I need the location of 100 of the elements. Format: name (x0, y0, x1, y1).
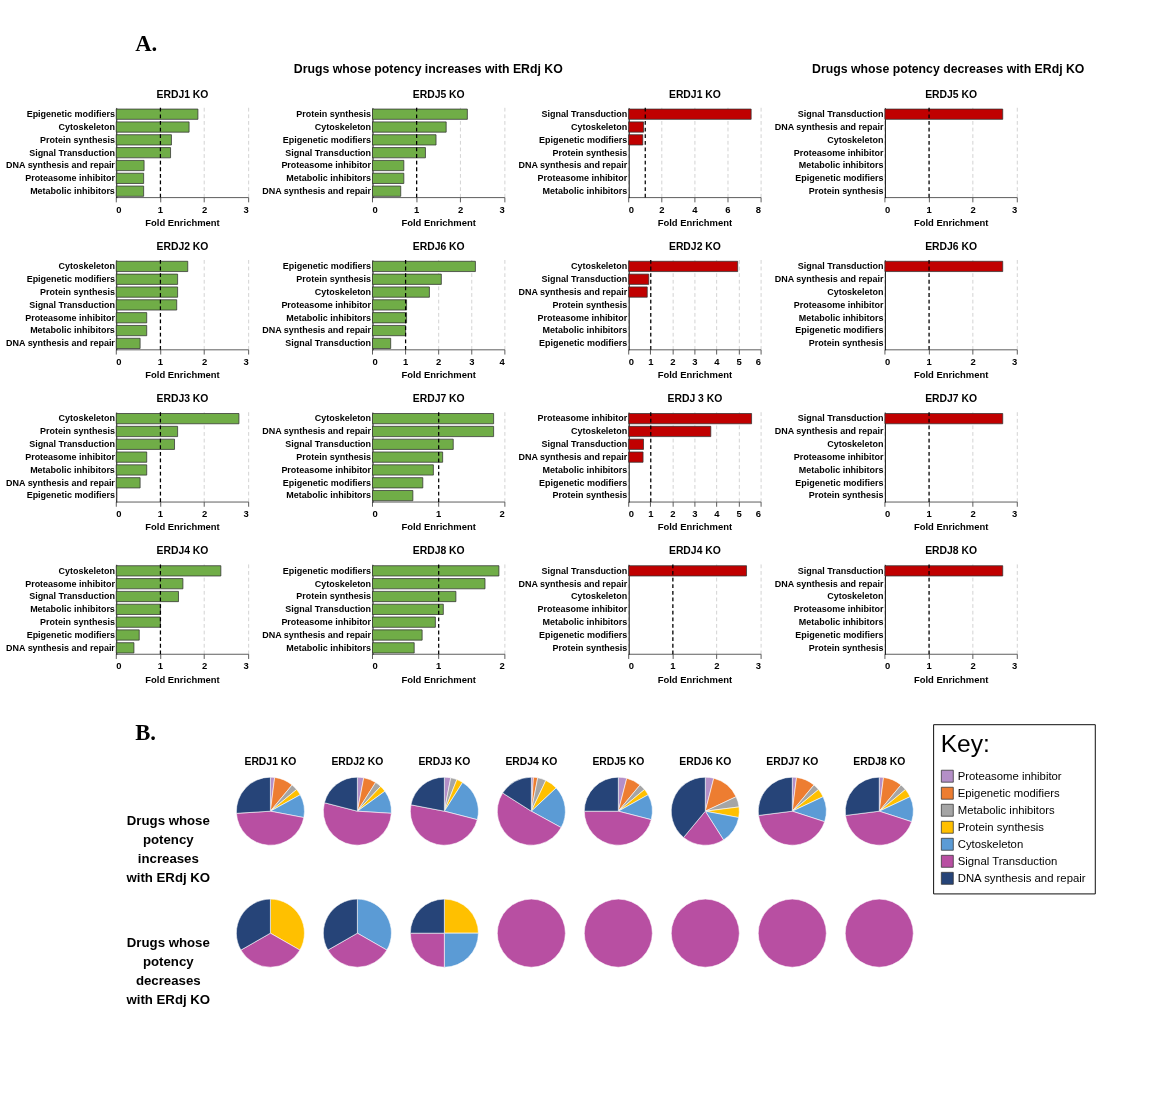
x-tick-label: 0 (884, 508, 891, 520)
x-tick-label: 0 (884, 355, 891, 367)
chart-title: ERDJ 3 KO (667, 393, 723, 405)
x-tick-label: 1 (436, 508, 442, 520)
x-tick-label: 5 (736, 508, 742, 520)
y-tick-label: DNA synthesis and repair (774, 426, 885, 437)
y-tick-label: Epigenetic modifiers (26, 629, 115, 640)
y-tick-label: Epigenetic modifiers (26, 274, 115, 285)
legend-label: Signal Transduction (957, 855, 1058, 868)
x-tick-label: 0 (884, 203, 891, 215)
y-tick-label: Epigenetic modifiers (26, 109, 115, 120)
y-tick-label: Epigenetic modifiers (795, 173, 884, 184)
y-tick-label: Cytoskeleton (314, 121, 372, 132)
y-tick-label: Signal Transduction (541, 109, 628, 120)
x-tick-label: 1 (926, 203, 932, 215)
y-tick-label: DNA synthesis and repair (262, 629, 372, 640)
y-tick-label: DNA synthesis and repair (6, 642, 116, 653)
x-axis-title: Fold Enrichment (145, 521, 221, 533)
y-tick-label: Epigenetic modifiers (539, 134, 628, 145)
y-tick-label: Epigenetic modifiers (539, 477, 628, 488)
x-axis-title: Fold Enrichment (401, 673, 477, 685)
x-tick-label: 2 (970, 203, 976, 215)
y-tick-label: Metabolic inhibitors (542, 325, 628, 336)
x-tick-label: 2 (436, 355, 442, 367)
text: A. (135, 31, 158, 57)
y-tick-label: Cytoskeleton (58, 565, 115, 576)
y-tick-label: Cytoskeleton (570, 426, 628, 437)
y-tick-label: DNA synthesis and repair (6, 338, 116, 349)
y-tick-label: DNA synthesis and repair (6, 160, 116, 171)
y-tick-label: Cytoskeleton (570, 121, 628, 132)
x-tick-label: 2 (201, 355, 208, 367)
y-tick-label: DNA synthesis and repair (774, 578, 885, 589)
y-tick-label: Proteasome inhibitor (537, 173, 628, 184)
chart-title: ERDJ5 KO (412, 88, 465, 100)
legend-label: DNA synthesis and repair (957, 872, 1086, 885)
x-tick-label: 2 (659, 203, 665, 215)
x-tick-label: 2 (458, 203, 464, 215)
chart-title: ERDJ1 KO (668, 88, 721, 100)
y-tick-label: Epigenetic modifiers (795, 477, 884, 488)
y-tick-label: Signal Transduction (29, 299, 115, 310)
y-tick-label: Epigenetic modifiers (282, 261, 372, 272)
y-tick-label: Metabolic inhibitors (798, 617, 884, 628)
x-tick-label: 1 (414, 203, 420, 215)
x-tick-label: 3 (243, 508, 249, 520)
y-tick-label: DNA synthesis and repair (518, 451, 628, 462)
chart-title: ERDJ2 KO (156, 240, 209, 252)
chart-title: ERDJ8 KO (412, 545, 465, 557)
y-tick-label: Metabolic inhibitors (542, 186, 628, 197)
x-tick-label: 0 (372, 660, 378, 672)
chart-title: ERDJ6 KO (679, 755, 732, 767)
y-tick-label: Protein synthesis (808, 642, 884, 653)
x-tick-label: 2 (670, 355, 676, 367)
y-tick-label: Protein synthesis (808, 490, 884, 501)
y-tick-label: Signal Transduction (285, 604, 372, 615)
x-tick-label: 3 (1012, 203, 1018, 215)
y-tick-label: Signal Transduction (797, 261, 884, 272)
x-tick-label: 2 (201, 203, 208, 215)
y-tick-label: Cytoskeleton (314, 578, 372, 589)
x-tick-label: 3 (499, 203, 505, 215)
y-tick-label: Proteasome inhibitor (25, 451, 116, 462)
y-tick-label: Signal Transduction (285, 147, 372, 158)
y-tick-label: Proteasome inhibitor (537, 312, 628, 323)
x-tick-label: 1 (157, 508, 164, 520)
y-tick-label: Protein synthesis (40, 617, 115, 628)
x-tick-label: 3 (1012, 508, 1018, 520)
x-tick-label: 4 (499, 355, 506, 367)
chart-title: ERDJ4 KO (156, 545, 209, 557)
x-tick-label: 0 (372, 203, 378, 215)
x-tick-label: 1 (648, 355, 654, 367)
y-tick-label: Proteasome inhibitor (281, 160, 372, 171)
y-tick-label: Protein synthesis (296, 451, 372, 462)
y-tick-label: Metabolic inhibitors (542, 464, 628, 475)
text: Drugs whose potency decreases with ERdj KO (812, 61, 1085, 76)
y-tick-label: Metabolic inhibitors (798, 160, 884, 171)
y-tick-label: Epigenetic modifiers (282, 134, 372, 145)
legend-label: Proteasome inhibitor (957, 770, 1062, 782)
legend-label: Protein synthesis (957, 821, 1045, 834)
x-tick-label: 1 (648, 508, 654, 520)
y-tick-label: Protein synthesis (296, 109, 372, 120)
y-tick-label: Proteasome inhibitor (793, 299, 885, 310)
y-tick-label: Metabolic inhibitors (30, 604, 115, 615)
x-tick-label: 1 (926, 508, 932, 520)
text: Drugs whose potency increases with ERdj KO (125, 813, 211, 886)
x-axis-title: Fold Enrichment (401, 369, 477, 381)
x-axis-title: Fold Enrichment (145, 673, 221, 685)
chart-title: ERDJ7 KO (925, 393, 978, 405)
x-tick-label: 6 (725, 203, 731, 215)
y-tick-label: Signal Transduction (541, 565, 628, 576)
x-tick-label: 2 (714, 660, 720, 672)
x-axis-title: Fold Enrichment (145, 369, 221, 381)
text: Drugs whose potency increases with ERdj KO (293, 61, 564, 76)
y-tick-label: Protein synthesis (296, 591, 372, 602)
y-tick-label: Protein synthesis (40, 134, 115, 145)
x-axis-title: Fold Enrichment (913, 369, 990, 381)
x-axis-title: Fold Enrichment (657, 369, 733, 381)
y-tick-label: Proteasome inhibitor (537, 413, 628, 424)
x-tick-label: 6 (755, 508, 762, 520)
y-tick-label: Signal Transduction (797, 565, 884, 576)
y-tick-label: Proteasome inhibitor (793, 147, 885, 158)
y-tick-label: Cytoskeleton (314, 413, 372, 424)
